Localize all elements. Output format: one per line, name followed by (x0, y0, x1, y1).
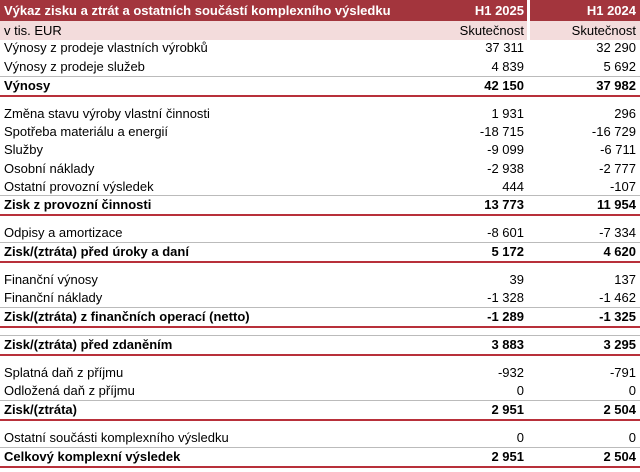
column-subheader: Skutečnost (571, 23, 636, 38)
row-value: 4 839 (491, 59, 524, 74)
row-value: 0 (628, 430, 636, 445)
column-separator (527, 0, 530, 40)
row-value: -932 (497, 365, 524, 380)
row-value: 4 620 (603, 244, 636, 259)
subheader-bar: v tis. EUR Skutečnost Skutečnost (0, 21, 640, 40)
row-top-line (0, 307, 640, 308)
row-underline (0, 261, 640, 263)
row-underline (0, 354, 640, 356)
row-top-line (0, 400, 640, 401)
row-label: Zisk/(ztráta) před zdaněním (4, 337, 173, 352)
row-label: Zisk z provozní činnosti (4, 197, 152, 212)
row-label: Výnosy (4, 78, 51, 93)
row-value: -2 938 (487, 161, 524, 176)
row-value: 3 883 (491, 337, 524, 352)
row-underline (0, 466, 640, 468)
row-value: 37 311 (485, 40, 524, 55)
row-value: 11 954 (596, 197, 636, 212)
row-value: -7 334 (599, 225, 636, 240)
row-label: Odložená daň z příjmu (4, 383, 135, 398)
row-value: 2 504 (603, 449, 636, 464)
row-value: 32 290 (596, 40, 636, 55)
row-underline (0, 419, 640, 421)
row-value: -1 325 (599, 309, 636, 324)
row-value: -2 777 (599, 161, 636, 176)
row-underline (0, 326, 640, 328)
row-label: Výnosy z prodeje vlastních výrobků (4, 40, 208, 55)
row-underline (0, 214, 640, 216)
row-value: -8 601 (487, 225, 524, 240)
row-label: Splatná daň z příjmu (4, 365, 124, 380)
row-value: 296 (614, 106, 636, 121)
row-value: 39 (509, 272, 524, 287)
row-value: 37 982 (596, 78, 636, 93)
row-value: 2 951 (491, 402, 524, 417)
row-value: -16 729 (591, 124, 636, 139)
row-value: 2 951 (491, 449, 524, 464)
row-label: Ostatní součásti komplexního výsledku (4, 430, 229, 445)
row-label: Zisk/(ztráta) z finančních operací (nett… (4, 309, 250, 324)
row-underline (0, 95, 640, 97)
row-value: 444 (502, 179, 524, 194)
row-label: Celkový komplexní výsledek (4, 449, 181, 464)
row-value: 13 773 (484, 197, 524, 212)
row-top-line (0, 76, 640, 77)
row-value: -9 099 (487, 142, 524, 157)
row-value: 2 504 (603, 402, 636, 417)
row-label: Finanční náklady (4, 290, 103, 305)
row-label: Zisk/(ztráta) (4, 402, 77, 417)
row-label: Finanční výnosy (4, 272, 98, 287)
row-value: -1 289 (487, 309, 524, 324)
row-top-line (0, 335, 640, 336)
column-subheader: Skutečnost (459, 23, 524, 38)
row-value: 0 (516, 383, 524, 398)
row-label: Ostatní provozní výsledek (4, 179, 154, 194)
row-value: -791 (609, 365, 636, 380)
column-header: H1 2024 (586, 3, 636, 18)
row-value: -1 328 (487, 290, 524, 305)
row-value: 42 150 (484, 78, 524, 93)
header-bar: Výkaz zisku a ztrát a ostatních součástí… (0, 0, 640, 21)
row-value: -6 711 (600, 142, 636, 157)
unit: v tis. EUR (4, 23, 62, 38)
row-value: 5 172 (491, 244, 524, 259)
title: Výkaz zisku a ztrát a ostatních součástí… (4, 3, 391, 18)
row-top-line (0, 447, 640, 448)
row-label: Spotřeba materiálu a energií (4, 124, 169, 139)
row-value: 5 692 (603, 59, 636, 74)
row-value: 0 (516, 430, 524, 445)
row-value: 1 931 (491, 106, 524, 121)
row-value: 3 295 (603, 337, 636, 352)
row-label: Osobní náklady (4, 161, 95, 176)
row-label: Výnosy z prodeje služeb (4, 59, 145, 74)
row-value: 0 (628, 383, 636, 398)
row-top-line (0, 195, 640, 196)
row-value: -1 462 (599, 290, 636, 305)
row-value: 137 (614, 272, 636, 287)
row-label: Zisk/(ztráta) před úroky a daní (4, 244, 189, 259)
row-value: -107 (609, 179, 636, 194)
row-top-line (0, 242, 640, 243)
row-label: Změna stavu výroby vlastní činnosti (4, 106, 210, 121)
column-header: H1 2025 (474, 3, 524, 18)
row-label: Služby (4, 142, 44, 157)
row-label: Odpisy a amortizace (4, 225, 123, 240)
row-value: -18 715 (479, 124, 524, 139)
